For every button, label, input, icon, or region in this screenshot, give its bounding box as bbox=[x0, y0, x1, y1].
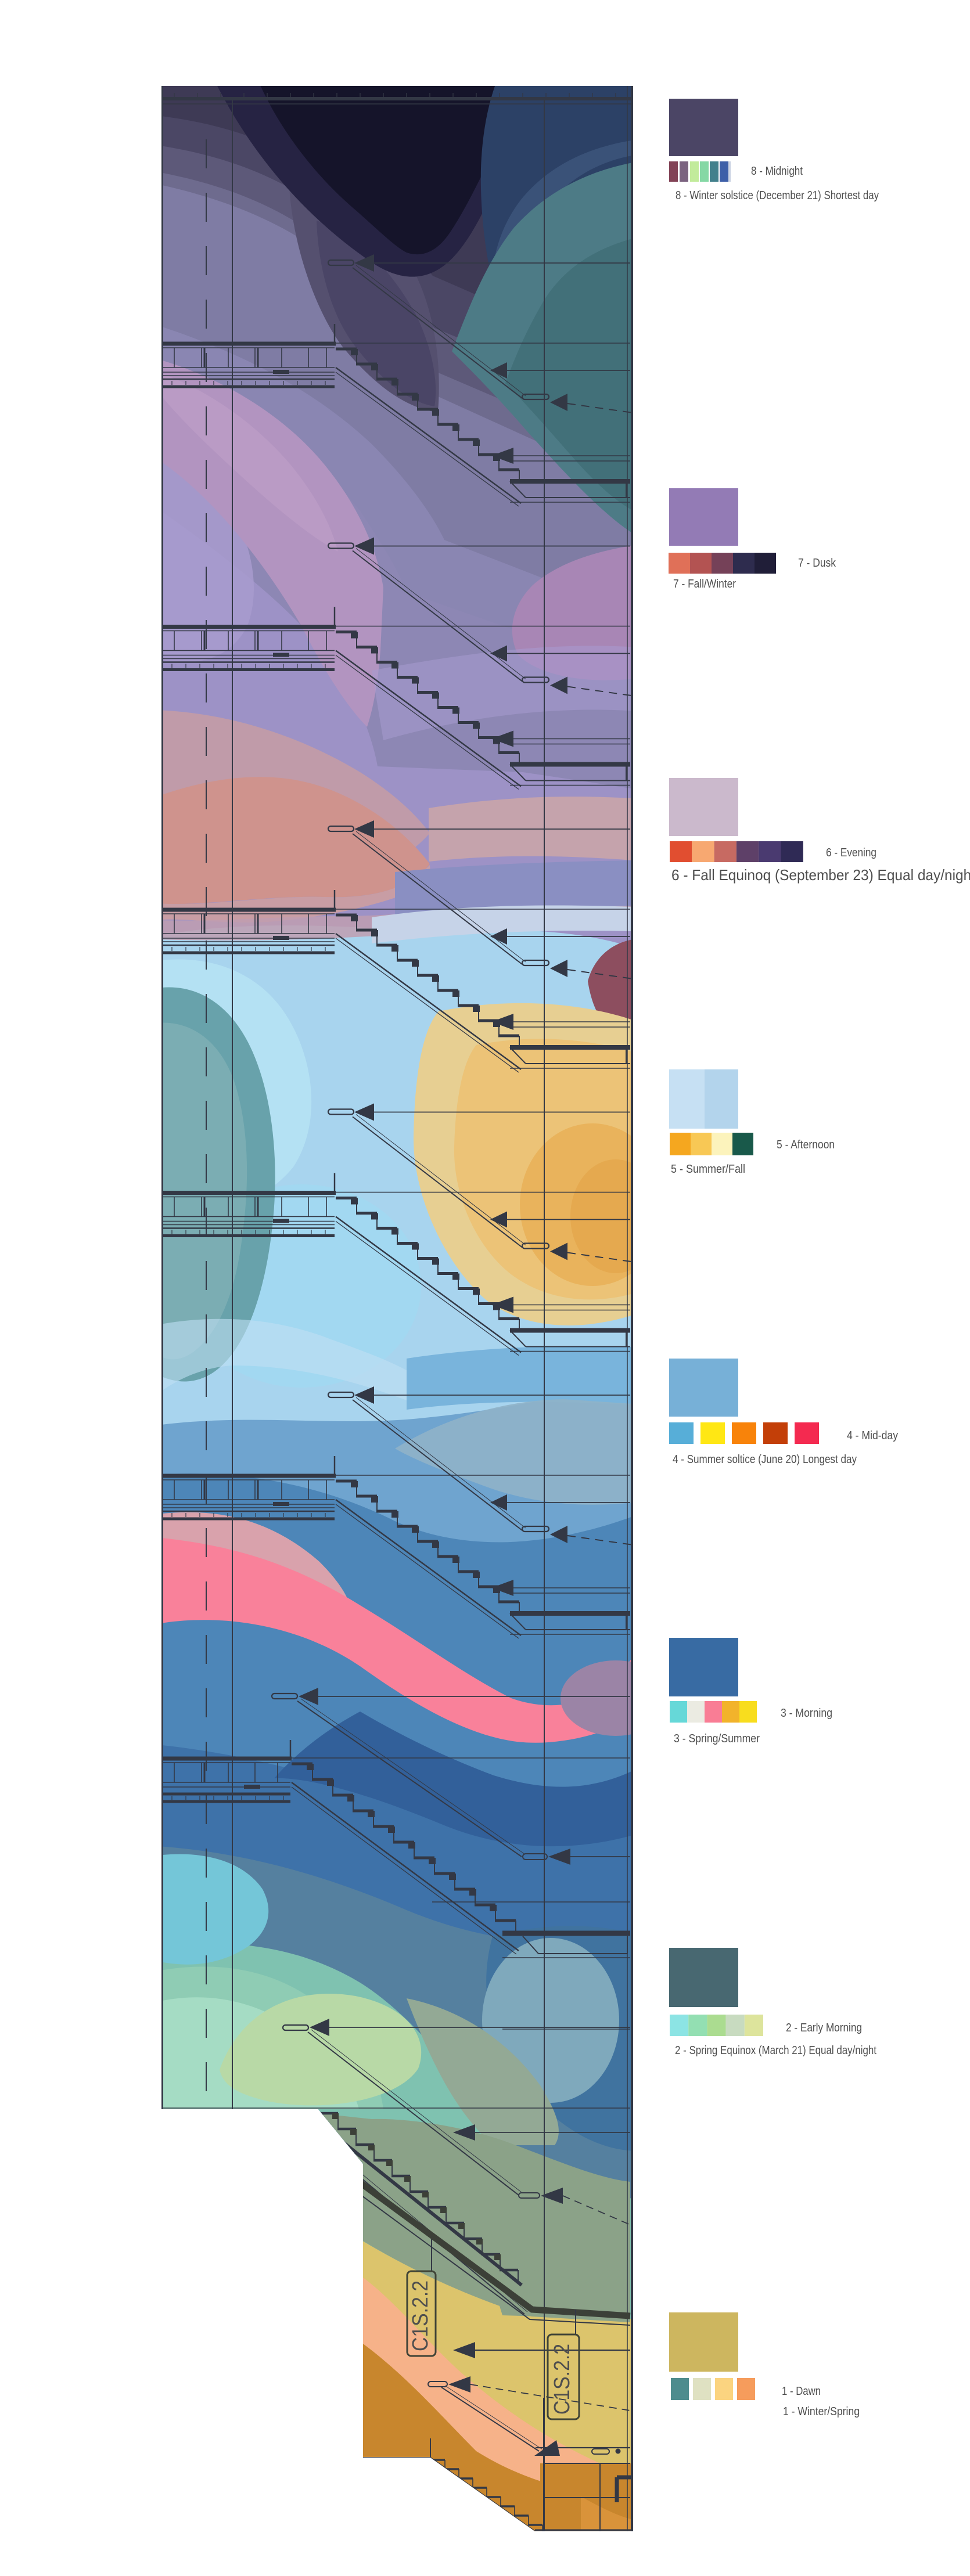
svg-text:6 - Fall Equinoq (September 23: 6 - Fall Equinoq (September 23) Equal da… bbox=[671, 866, 970, 884]
svg-text:5 - Afternoon: 5 - Afternoon bbox=[777, 1139, 835, 1151]
svg-text:5 - Summer/Fall: 5 - Summer/Fall bbox=[671, 1163, 745, 1176]
svg-text:8 - Midnight: 8 - Midnight bbox=[751, 165, 803, 178]
svg-text:C1S.2.2: C1S.2.2 bbox=[408, 2280, 433, 2351]
svg-text:1 - Dawn: 1 - Dawn bbox=[782, 2385, 821, 2398]
svg-text:4 - Summer soltice (June 20) L: 4 - Summer soltice (June 20) Longest day bbox=[673, 1453, 857, 1466]
svg-text:8 - Winter solstice (December: 8 - Winter solstice (December 21) Shorte… bbox=[676, 189, 879, 202]
svg-text:3 - Morning: 3 - Morning bbox=[781, 1707, 832, 1720]
svg-text:1 - Winter/Spring: 1 - Winter/Spring bbox=[783, 2405, 860, 2418]
svg-text:2 - Spring Equinox (March 21): 2 - Spring Equinox (March 21) Equal day/… bbox=[675, 2044, 876, 2057]
svg-text:4 - Mid-day: 4 - Mid-day bbox=[847, 1429, 898, 1442]
svg-text:2 - Early Morning: 2 - Early Morning bbox=[786, 2022, 862, 2034]
svg-text:C1S.2.2: C1S.2.2 bbox=[550, 2344, 574, 2415]
svg-text:7 - Fall/Winter: 7 - Fall/Winter bbox=[673, 578, 736, 590]
svg-text:7 - Dusk: 7 - Dusk bbox=[798, 557, 836, 570]
svg-text:3 - Spring/Summer: 3 - Spring/Summer bbox=[674, 1732, 760, 1745]
svg-text:6 - Evening: 6 - Evening bbox=[826, 846, 876, 859]
